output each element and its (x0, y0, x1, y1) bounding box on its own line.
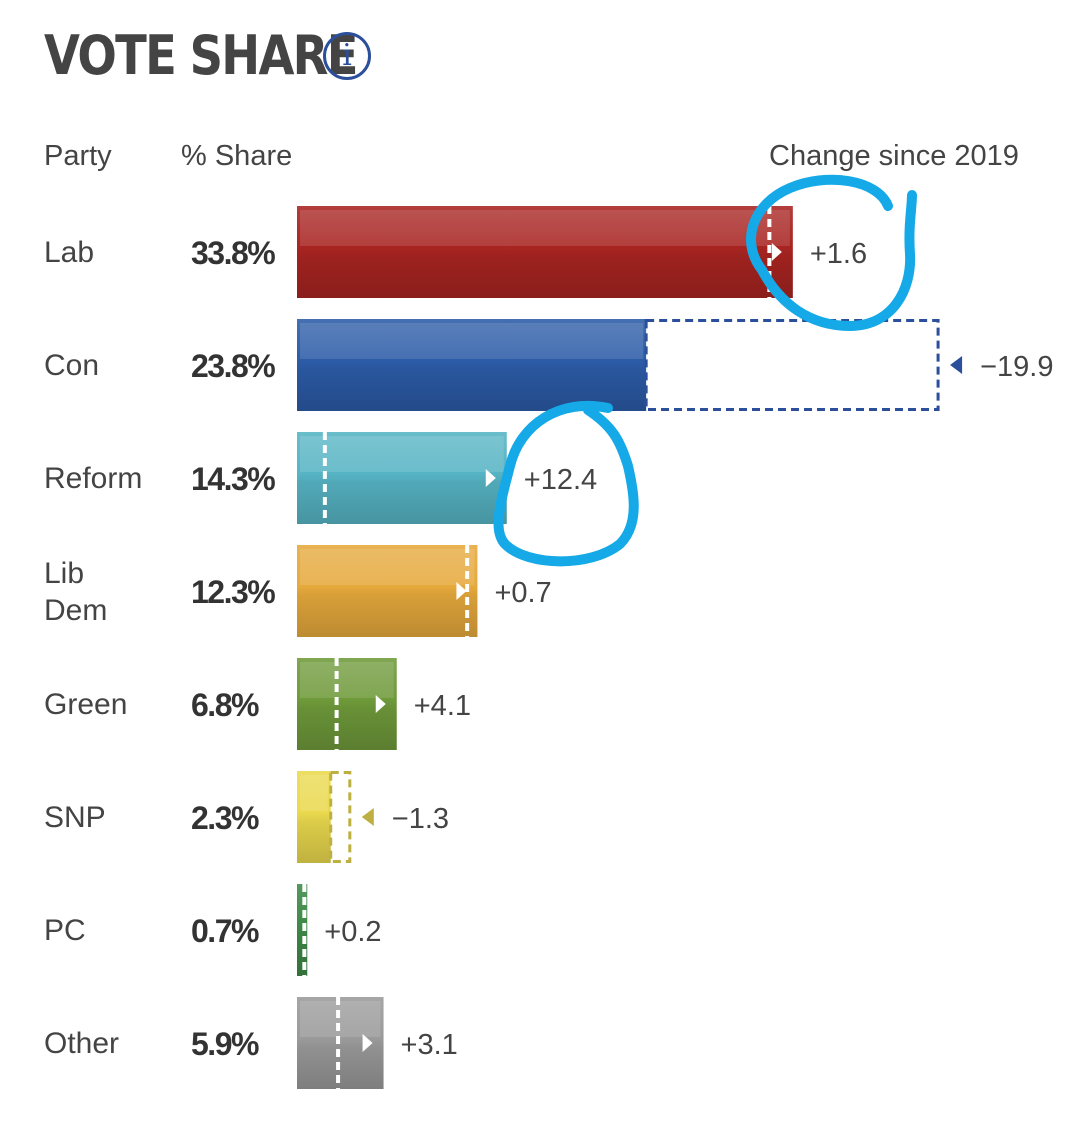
annotation-circle-reform (493, 400, 639, 567)
bar (297, 545, 478, 637)
bar-highlight (300, 549, 475, 585)
share-label: 6.8% (191, 687, 259, 723)
bar-highlight (300, 775, 328, 811)
party-label: Lib Dem (44, 557, 107, 627)
party-label: SNP (44, 801, 106, 834)
share-label: 12.3% (191, 574, 275, 610)
bar (297, 432, 507, 524)
party-label: PC (44, 914, 86, 947)
share-label: 14.3% (191, 461, 275, 497)
share-column-header: % Share (181, 140, 293, 172)
change-label: +3.1 (401, 1029, 458, 1061)
change-label: +1.6 (810, 238, 867, 270)
party-label: Reform (44, 462, 142, 495)
party-label: Con (44, 349, 99, 382)
increase-arrow (485, 469, 496, 487)
share-label: 33.8% (191, 235, 275, 271)
bar (297, 206, 793, 298)
share-label: 2.3% (191, 800, 259, 836)
bar-row-snp: SNP 2.3% −1.3 (44, 771, 449, 863)
bar-highlight (300, 323, 644, 359)
bar-row-reform: Reform 14.3% +12.4 (44, 432, 597, 524)
previous-share-outline (644, 319, 940, 411)
bar (297, 884, 308, 976)
increase-arrow (771, 243, 782, 261)
increase-arrow (456, 582, 467, 600)
bar (297, 319, 647, 411)
share-label: 0.7% (191, 913, 259, 949)
annotation-circle-lab (746, 174, 917, 331)
increase-arrow (362, 1034, 373, 1052)
bar-row-green: Green 6.8% +4.1 (44, 658, 471, 750)
bar-highlight (300, 662, 394, 698)
change-column-header: Change since 2019 (769, 140, 1019, 172)
bar-row-lib-dem: Lib Dem 12.3% +0.7 (44, 545, 552, 637)
change-label: +0.2 (324, 916, 381, 948)
bar-highlight (300, 436, 504, 472)
share-label: 5.9% (191, 1026, 259, 1062)
previous-share-outline (329, 771, 352, 863)
info-icon[interactable]: i (323, 32, 371, 80)
change-label: −1.3 (392, 803, 449, 835)
bar (297, 771, 331, 863)
increase-arrow (375, 695, 386, 713)
decrease-arrow (950, 356, 963, 374)
bar-highlight (300, 1001, 381, 1037)
bar-row-lab: Lab 33.8% +1.6 (44, 206, 867, 298)
bar-row-other: Other 5.9% +3.1 (44, 997, 458, 1089)
bar-row-pc: PC 0.7% +0.2 (44, 884, 382, 976)
party-column-header: Party (44, 140, 112, 172)
bar-row-con: Con 23.8% −19.9 (44, 319, 1053, 411)
change-label: −19.9 (980, 351, 1053, 383)
party-label: Green (44, 688, 127, 721)
change-label: +12.4 (524, 464, 597, 496)
share-label: 23.8% (191, 348, 275, 384)
change-label: +4.1 (414, 690, 471, 722)
bar-highlight (300, 210, 790, 246)
party-label: Lab (44, 236, 94, 269)
change-label: +0.7 (494, 577, 551, 609)
decrease-arrow (361, 808, 374, 826)
page-title: VOTE SHARE (44, 24, 358, 87)
party-label: Other (44, 1027, 119, 1060)
